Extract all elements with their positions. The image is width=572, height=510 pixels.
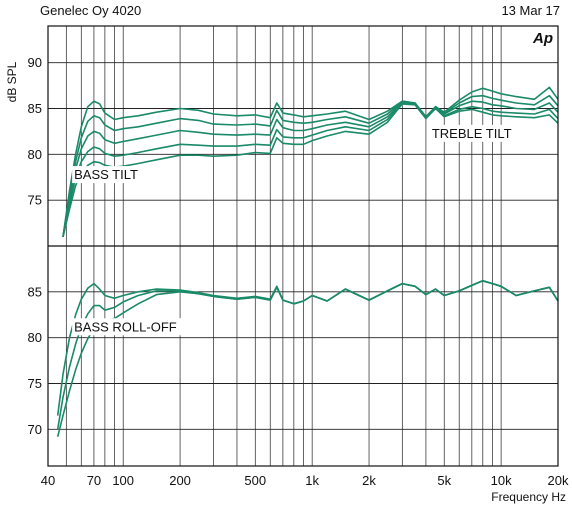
x-tick-label: 40 xyxy=(41,473,55,488)
response-curve-1-2 xyxy=(62,94,559,237)
x-tick-label: 5k xyxy=(437,473,451,488)
x-tick-label: 500 xyxy=(244,473,266,488)
response-curve-1-3 xyxy=(62,100,559,237)
x-tick-label: 100 xyxy=(112,473,134,488)
y-tick-label: 80 xyxy=(28,330,42,345)
x-tick-label: 2k xyxy=(362,473,376,488)
x-tick-label: 20k xyxy=(548,473,569,488)
response-curve-1-4 xyxy=(62,102,559,237)
curve-annotation: BASS ROLL-OFF xyxy=(74,319,177,334)
response-curve-1-1 xyxy=(62,86,559,237)
y-tick-label: 70 xyxy=(28,422,42,437)
annotation-background xyxy=(72,318,183,336)
y-tick-label: 85 xyxy=(28,284,42,299)
x-tick-label: 200 xyxy=(169,473,191,488)
y-tick-label: 85 xyxy=(28,101,42,116)
y-tick-label: 75 xyxy=(28,193,42,208)
curve-annotation: TREBLE TILT xyxy=(432,126,512,141)
response-curve-1-5 xyxy=(62,103,559,237)
y-tick-label: 75 xyxy=(28,376,42,391)
x-tick-label: 70 xyxy=(87,473,101,488)
y-tick-label: 80 xyxy=(28,147,42,162)
y-tick-label: 90 xyxy=(28,55,42,70)
annotation-background xyxy=(72,166,150,184)
plot-frame xyxy=(47,25,559,467)
chart-header-left: Genelec Oy 4020 xyxy=(40,3,142,18)
ap-logo: Ap xyxy=(532,30,553,47)
curve-annotation: BASS TILT xyxy=(74,167,138,182)
annotation-background xyxy=(429,124,525,142)
x-tick-label: 10k xyxy=(491,473,512,488)
chart-header-right: 13 Mar 17 xyxy=(501,3,560,18)
x-tick-label: 1k xyxy=(305,473,319,488)
x-axis-title: Frequency Hz xyxy=(491,490,566,504)
